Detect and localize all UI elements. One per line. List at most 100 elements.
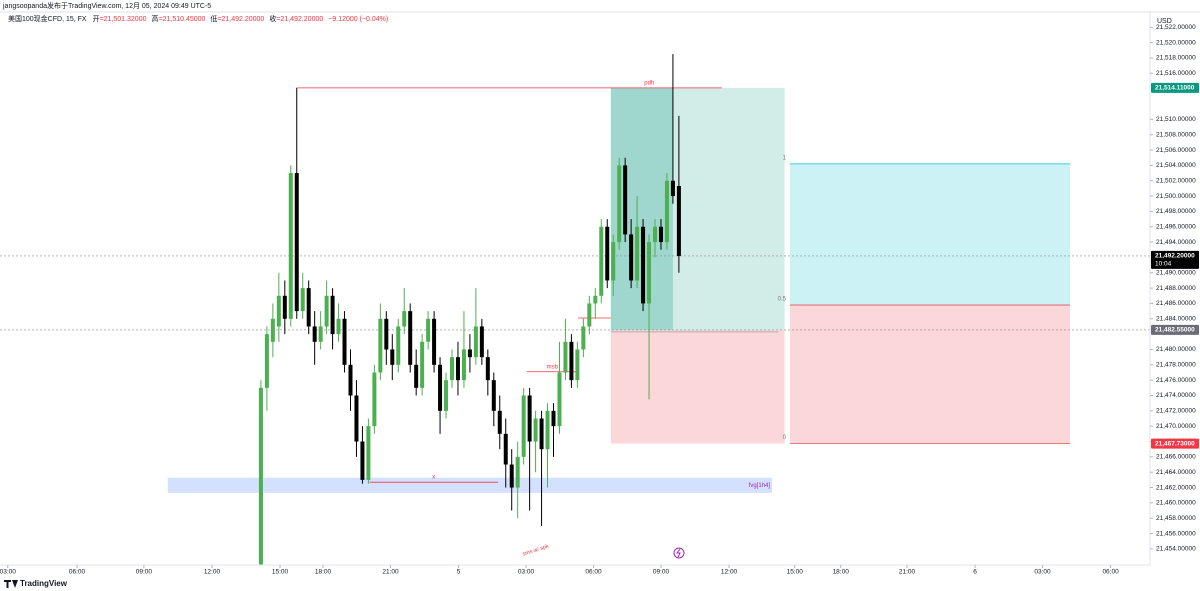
- x-tick-label: 06:00: [1102, 569, 1119, 576]
- candle-body: [670, 180, 675, 197]
- currency: USD: [1157, 18, 1172, 25]
- candle-body: [372, 372, 377, 427]
- candle-body: [276, 295, 281, 327]
- candle-body: [432, 318, 437, 365]
- candle-body: [587, 303, 592, 327]
- candle-body: [300, 288, 305, 312]
- y-tick-label: 21,464.00000: [1156, 469, 1196, 476]
- candle-body: [348, 364, 353, 396]
- candle-body: [575, 349, 580, 381]
- candle-body: [581, 326, 586, 350]
- candle-body: [569, 341, 574, 381]
- fib-label: 1: [783, 155, 787, 161]
- candle-body: [629, 234, 634, 281]
- brand: TradingView: [20, 579, 68, 588]
- candle-body: [563, 341, 568, 373]
- candle-body: [473, 326, 478, 358]
- candle-body: [527, 395, 532, 442]
- x-tick-label: 12:00: [204, 569, 221, 576]
- candle-body: [467, 349, 472, 358]
- x-tick-label: 03:00: [518, 569, 535, 576]
- ohlc-value: =21,510.45000: [159, 16, 206, 23]
- fvg-label: fvg[1h4]: [749, 483, 771, 489]
- x-tick-label: 12:00: [721, 569, 738, 576]
- x-tick-label: 5: [457, 569, 461, 576]
- ohlc-name: 高: [152, 14, 159, 23]
- stop-zone: [610, 329, 785, 444]
- price-badge: [1151, 438, 1199, 449]
- x-tick-label: 15:00: [787, 569, 804, 576]
- ohlc-value: =21,492.20000: [217, 16, 264, 23]
- x-tick-label: 09:00: [136, 569, 153, 576]
- candle-body: [599, 226, 604, 296]
- y-tick-label: 21,500.00000: [1156, 193, 1196, 200]
- x-tick-label: 21:00: [382, 569, 399, 576]
- candle-body: [324, 295, 329, 327]
- candle-body: [306, 288, 311, 327]
- event-icon[interactable]: [673, 547, 685, 559]
- y-tick-label: 21,502.00000: [1156, 177, 1196, 184]
- price-badge: [1151, 250, 1199, 269]
- candle-body: [282, 295, 287, 319]
- ohlc-name: 低: [210, 14, 217, 23]
- candle-body: [366, 426, 371, 480]
- y-tick-label: 21,460.00000: [1156, 500, 1196, 507]
- y-tick-label: 21,476.00000: [1156, 377, 1196, 384]
- candle-body: [676, 185, 681, 256]
- candle-body: [384, 318, 389, 350]
- publisher: jangsoopanda发布于TradingView.com, 12月 05, …: [2, 1, 211, 10]
- candle-body: [497, 410, 502, 434]
- price-badge-label: 21,482.55000: [1155, 327, 1195, 334]
- x-tick-label: 15:00: [272, 569, 289, 576]
- y-tick-label: 21,508.00000: [1156, 131, 1196, 138]
- y-tick-label: 21,506.00000: [1156, 147, 1196, 154]
- price-badge-label: 21,467.73000: [1155, 440, 1195, 447]
- candle-body: [653, 226, 658, 243]
- candle-body: [426, 318, 431, 342]
- candle-body: [521, 395, 526, 457]
- candle-body: [503, 433, 508, 465]
- change: −9.12000 (−0.04%): [328, 16, 388, 23]
- candle-body: [539, 418, 544, 450]
- candle-body: [408, 311, 413, 365]
- price-badge-time: 10:04: [1155, 261, 1172, 268]
- y-tick-label: 21,456.00000: [1156, 530, 1196, 537]
- candle-body: [479, 326, 484, 358]
- ohlc-name: 开: [93, 15, 100, 23]
- candle-body: [258, 387, 263, 565]
- event-icon-bolt: [676, 548, 681, 558]
- x-tick-label: 18:00: [833, 569, 850, 576]
- price-badge-label: 21,492.20000: [1155, 253, 1195, 260]
- candle-body: [360, 441, 365, 480]
- y-tick-label: 21,474.00000: [1156, 392, 1196, 399]
- candle-body: [354, 395, 359, 442]
- target-zone: [610, 87, 785, 330]
- y-tick-label: 21,458.00000: [1156, 515, 1196, 522]
- candle-body: [617, 165, 622, 243]
- symbol: 美国100现金CFD, 15, FX: [8, 14, 87, 23]
- price-badge: [1151, 82, 1199, 93]
- ohlc-name: 收: [269, 14, 276, 23]
- y-tick-label: 21,472.00000: [1156, 408, 1196, 415]
- y-tick-label: 21,516.00000: [1156, 70, 1196, 77]
- candle-body: [611, 242, 616, 281]
- candle-body: [641, 226, 646, 304]
- fvg-zone: [167, 477, 773, 493]
- level-label: pdh: [644, 80, 654, 86]
- x-tick-label: 06:00: [69, 569, 86, 576]
- candle-body: [485, 357, 490, 381]
- candle-body: [288, 173, 293, 319]
- y-tick-label: 21,494.00000: [1156, 239, 1196, 246]
- y-tick-label: 21,470.00000: [1156, 423, 1196, 430]
- candle-body: [491, 380, 496, 411]
- candle-body: [330, 295, 335, 335]
- candle-body: [342, 318, 347, 365]
- candle-body: [664, 180, 669, 243]
- y-tick-label: 21,462.00000: [1156, 484, 1196, 491]
- candle-body: [533, 418, 538, 442]
- candle-body: [455, 357, 460, 381]
- y-tick-label: 21,486.00000: [1156, 300, 1196, 307]
- candle-body: [444, 380, 449, 411]
